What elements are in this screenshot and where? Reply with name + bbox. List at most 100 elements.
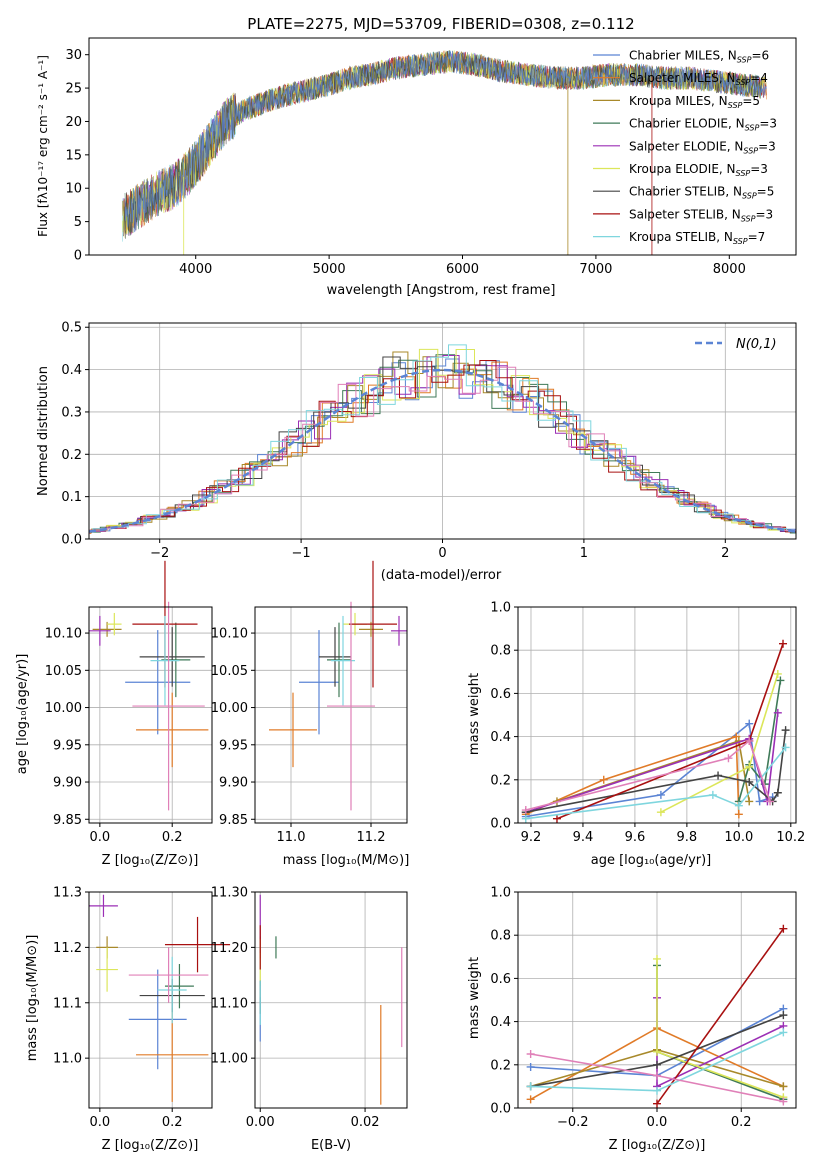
spectrum-xlabel: wavelength [Angstrom, rest frame] <box>327 283 556 298</box>
gaussian-label: N(0,1) <box>736 337 777 352</box>
x-tick-label: 0 <box>438 546 446 561</box>
legend: Chabrier MILES, NSSP=6 Salpeter MILES, NS… <box>593 49 777 246</box>
weight-point-marker <box>653 1060 661 1069</box>
mass-age-xlabel: mass [log₁₀(M/M⊙)] <box>283 853 410 868</box>
gaussian-curve <box>88 368 797 533</box>
y-tick-label: 9.90 <box>53 776 82 791</box>
x-tick-label: 9.4 <box>573 830 594 845</box>
x-tick-label: 7000 <box>579 262 612 277</box>
y-tick-label: 0.4 <box>490 730 511 745</box>
weight-series-line <box>525 712 779 813</box>
weight-point-marker <box>708 790 717 799</box>
weight-point-marker <box>653 1086 661 1095</box>
y-tick-label: 9.85 <box>219 813 248 828</box>
ebv-mass-panel: 0.00 0.02 11.00 11.10 11.20 11.30 <box>211 886 408 1130</box>
weight-point-marker <box>653 954 661 963</box>
y-tick-label: 9.95 <box>219 738 248 753</box>
weight-point-marker <box>526 1095 535 1104</box>
residual-histogram-series <box>88 360 796 539</box>
y-tick-label: 1.0 <box>490 601 511 616</box>
weight-point-marker <box>521 814 530 823</box>
weight-point-marker <box>552 814 561 823</box>
legend-entry-label: Chabrier ELODIE, NSSP=3 <box>629 117 777 133</box>
x-tick-label: −0.2 <box>557 1115 589 1130</box>
x-tick-label: 0.00 <box>246 1115 275 1130</box>
age-weight-xlabel: age [log₁₀(age/yr)] <box>591 853 712 868</box>
x-tick-label: 0.2 <box>162 830 183 845</box>
y-tick-label: 0 <box>74 249 82 264</box>
x-tick-label: 0.0 <box>647 1115 668 1130</box>
weight-point-marker <box>734 810 743 819</box>
y-tick-label: 0.2 <box>490 773 511 788</box>
weight-point-marker <box>779 1082 788 1091</box>
y-tick-label: 10.00 <box>211 701 248 716</box>
z-mass-ylabel: mass [log₁₀(M/M⊙)] <box>25 935 40 1062</box>
weight-point-marker <box>653 1099 661 1108</box>
weight-point-marker <box>773 669 782 678</box>
weight-point-marker <box>779 1097 788 1106</box>
y-tick-label: 0.2 <box>490 1058 511 1073</box>
weight-point-marker <box>745 719 754 728</box>
x-tick-label: 5000 <box>313 262 346 277</box>
legend-entry-label: Chabrier STELIB, NSSP=5 <box>629 185 774 201</box>
weight-point-marker <box>526 1082 535 1091</box>
y-tick-label: 0.8 <box>490 929 511 944</box>
z-age-ylabel: age [log₁₀(age/yr)] <box>15 654 30 775</box>
z-weight-panel: −0.2 0.0 0.2 0.0 0.2 0.4 0.6 0.8 1.0 <box>490 886 797 1130</box>
legend-entry-label: Salpeter STELIB, NSSP=3 <box>629 207 773 223</box>
weight-point-marker <box>779 1028 788 1037</box>
y-tick-label: 30 <box>65 48 82 63</box>
y-tick-label: 0.0 <box>61 533 82 548</box>
x-tick-label: 11.0 <box>277 830 306 845</box>
model-spectrum-line <box>124 51 767 233</box>
x-tick-label: 0.02 <box>351 1115 380 1130</box>
y-tick-label: 0.6 <box>490 972 511 987</box>
age-weight-panel: 9.2 9.4 9.6 9.8 10.0 10.2 0.0 0.2 0.4 0.6 0.8 1.0 <box>490 601 805 846</box>
z-weight-ylabel: mass weight <box>467 957 482 1039</box>
age-weight-ylabel: mass weight <box>467 673 482 755</box>
legend-entry-label: Kroupa MILES, NSSP=5 <box>629 94 760 110</box>
y-tick-label: 11.10 <box>211 996 248 1011</box>
y-tick-label: 9.85 <box>53 813 82 828</box>
z-age-xlabel: Z [log₁₀(Z/Z⊙)] <box>102 853 199 868</box>
weight-point-marker <box>732 732 741 741</box>
weight-point-marker <box>714 771 723 780</box>
y-tick-label: 0.3 <box>61 405 82 420</box>
axes-frame <box>88 606 213 824</box>
legend-entry-label: Kroupa STELIB, NSSP=7 <box>629 230 765 246</box>
x-tick-label: 8000 <box>713 262 746 277</box>
weight-series-line <box>525 739 771 811</box>
ebv-mass-xlabel: E(B-V) <box>311 1138 351 1153</box>
weight-point-marker <box>745 777 754 786</box>
weight-point-marker <box>755 797 764 806</box>
weight-point-marker <box>526 1062 535 1071</box>
x-tick-label: 0.0 <box>90 830 111 845</box>
y-tick-label: 10 <box>65 182 82 197</box>
z-mass-xlabel: Z [log₁₀(Z/Z⊙)] <box>102 1138 199 1153</box>
weight-point-marker <box>766 797 775 806</box>
y-tick-label: 5 <box>74 215 82 230</box>
y-tick-label: 11.30 <box>211 886 248 901</box>
axes-frame <box>88 37 797 256</box>
weight-point-marker <box>653 1071 661 1080</box>
legend-entry-label: Kroupa ELODIE, NSSP=3 <box>629 162 768 178</box>
mass-age-panel: 11.0 11.2 9.85 9.90 9.95 10.00 10.05 10.10 <box>211 560 408 845</box>
legend-entry-label: Chabrier MILES, NSSP=6 <box>629 49 769 65</box>
hist-xlabel: (data-model)/error <box>381 568 502 583</box>
weight-point-marker <box>781 743 790 752</box>
x-tick-label: −1 <box>292 546 311 561</box>
x-tick-label: 9.2 <box>521 830 542 845</box>
spectrum-ylabel: Flux [fλ10⁻¹⁷ erg cm⁻² s⁻¹ A⁻¹] <box>36 55 50 237</box>
y-tick-label: 10.00 <box>45 701 82 716</box>
x-tick-label: 10.0 <box>724 830 753 845</box>
y-tick-label: 0.8 <box>490 644 511 659</box>
x-tick-label: 1 <box>580 546 588 561</box>
weight-point-marker <box>599 775 608 784</box>
weight-point-marker <box>781 726 790 735</box>
weight-point-marker <box>745 736 754 745</box>
gaussian-legend: N(0,1) <box>695 337 777 352</box>
y-tick-label: 0.6 <box>490 687 511 702</box>
weight-series-line <box>525 730 787 813</box>
y-tick-label: 25 <box>65 82 82 97</box>
